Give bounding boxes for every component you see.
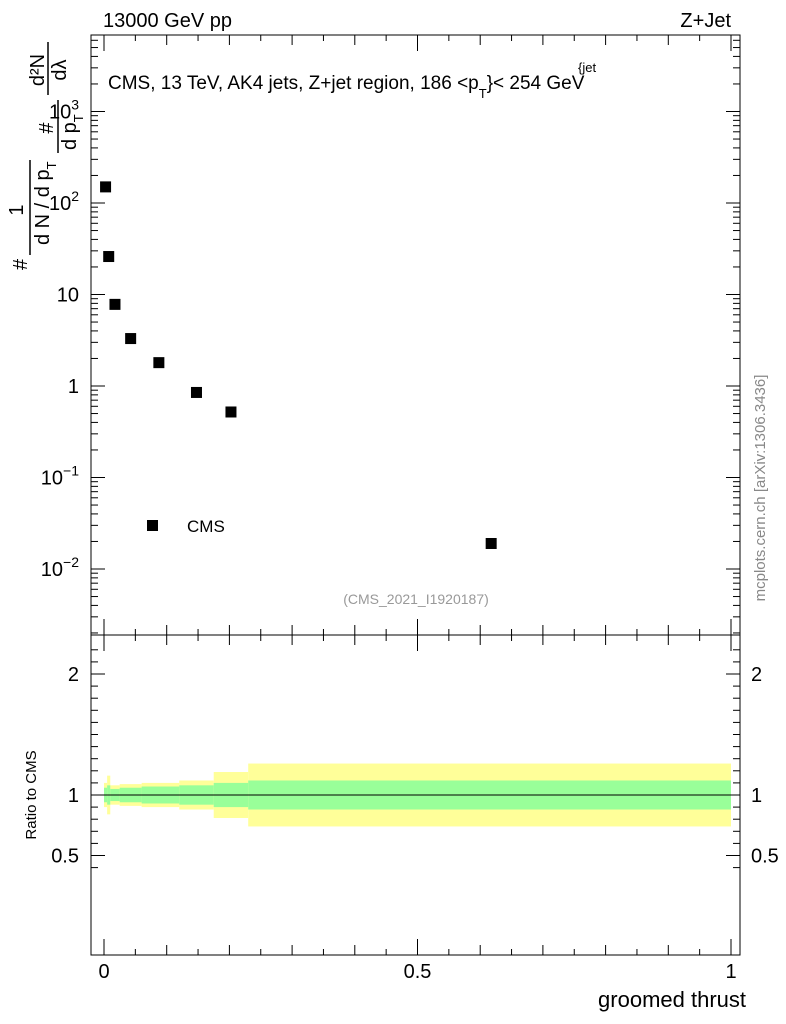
ratio-y-tick-label-left: 1 bbox=[68, 785, 79, 807]
ratio-panel: 0 0.5 1 0.5 0.5 1 1 2 2 Ratio to CMS groomed thr… bbox=[23, 634, 779, 1012]
ratio-y-tick-label-right: 0.5 bbox=[751, 846, 779, 868]
title-sub: T bbox=[479, 86, 487, 101]
ratio-y-axis-label: Ratio to CMS bbox=[23, 750, 40, 839]
header-energy: 13000 GeV pp bbox=[103, 10, 232, 32]
ylabel-frac1-den: d N / d pT bbox=[32, 161, 59, 245]
analysis-id: (CMS_2021_I1920187) bbox=[343, 591, 489, 607]
x-tick-label: 0.5 bbox=[404, 961, 432, 983]
y-tick-label: 102 bbox=[49, 188, 79, 215]
main-y-axis-label: # 1 d N / d pT # d pT d²N dλ bbox=[6, 42, 86, 270]
data-points bbox=[100, 181, 497, 549]
ylabel-frac1-den-text: d N / d p bbox=[32, 169, 54, 245]
x-tick-label: 0 bbox=[98, 961, 109, 983]
ylabel-frac1-den-sub: T bbox=[44, 161, 59, 169]
ylabel-frac1-num: 1 bbox=[6, 204, 28, 215]
title-before: CMS, 13 TeV, AK4 jets, Z+jet region, 186… bbox=[108, 73, 479, 94]
ylabel-frac2-num: # bbox=[36, 122, 58, 134]
data-point bbox=[225, 406, 237, 418]
main-ticks: 10−2 10−1 1 10 102 103 bbox=[41, 35, 740, 635]
data-point bbox=[109, 298, 121, 310]
ylabel-frac2-den-sub: T bbox=[71, 114, 86, 122]
main-panel: 10−2 10−1 1 10 102 103 CMS, 13 TeV, AK4 jets,… bbox=[41, 34, 741, 636]
ratio-y-tick-label-right: 1 bbox=[751, 785, 762, 807]
ratio-ticks: 0 0.5 1 0.5 0.5 1 1 2 2 bbox=[51, 635, 779, 983]
data-point bbox=[100, 181, 112, 193]
legend-marker bbox=[147, 520, 158, 531]
y-tick-label: 10 bbox=[57, 285, 79, 307]
watermark: mcplots.cern.ch [arXiv:1306.3436] bbox=[752, 375, 769, 602]
ratio-y-tick-label-left: 0.5 bbox=[51, 846, 79, 868]
ylabel-frac2-den: d pT bbox=[59, 114, 86, 150]
data-point bbox=[125, 333, 137, 345]
ratio-bands bbox=[91, 763, 740, 827]
legend-label-cms: CMS bbox=[187, 517, 225, 536]
plot-title: CMS, 13 TeV, AK4 jets, Z+jet region, 186… bbox=[108, 73, 585, 101]
y-tick-label: 10−2 bbox=[41, 554, 79, 581]
ylabel-dlambda: dλ bbox=[49, 59, 71, 80]
x-tick-label: 1 bbox=[725, 961, 736, 983]
ylabel-d2n: d²N bbox=[27, 54, 49, 86]
x-axis-label: groomed thrust bbox=[598, 987, 746, 1012]
y-tick-label: 103 bbox=[49, 97, 79, 124]
y-tick-label: 10−1 bbox=[41, 463, 79, 490]
title-sup: {jet bbox=[578, 60, 596, 75]
header-process: Z+Jet bbox=[680, 10, 731, 32]
main-frame bbox=[90, 34, 741, 636]
title-after: }< 254 GeV bbox=[487, 73, 585, 94]
data-point bbox=[153, 357, 165, 369]
ylabel-frac2-den-text: d p bbox=[59, 122, 81, 150]
ratio-y-tick-label-right: 2 bbox=[751, 664, 762, 686]
ylabel-hash1: # bbox=[10, 258, 32, 270]
data-point bbox=[103, 251, 115, 263]
y-tick-label: 1 bbox=[68, 376, 79, 398]
ratio-y-tick-label-left: 2 bbox=[68, 664, 79, 686]
data-point bbox=[485, 537, 497, 549]
data-point bbox=[190, 386, 202, 398]
